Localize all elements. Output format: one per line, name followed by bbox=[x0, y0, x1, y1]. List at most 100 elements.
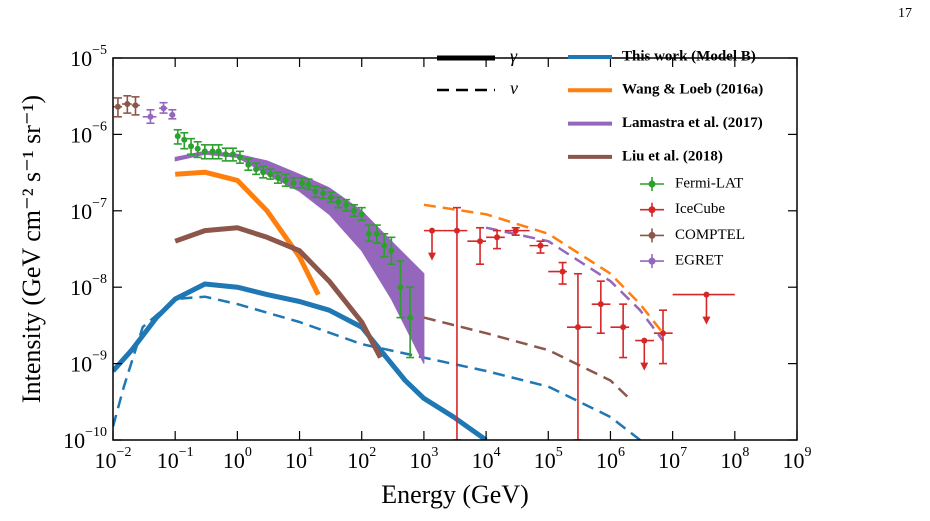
data-point bbox=[209, 148, 216, 155]
x-tick-exp: 1 bbox=[307, 445, 314, 460]
y-tick-exp: −8 bbox=[92, 272, 107, 287]
x-tick-label: 107 bbox=[658, 445, 687, 473]
data-point bbox=[188, 143, 195, 150]
y-tick-exp: −6 bbox=[92, 120, 107, 135]
data-point bbox=[381, 242, 388, 249]
data-point bbox=[114, 103, 121, 110]
data-point bbox=[194, 145, 201, 152]
gamma-line bbox=[113, 281, 488, 440]
gamma-line bbox=[175, 169, 321, 296]
x-tick-label: 100 bbox=[223, 445, 252, 473]
x-tick-base: 10 bbox=[534, 448, 556, 473]
legend: γν This work (Model B) Wang & Loeb (2016a)… bbox=[437, 46, 763, 269]
x-tick-label: 103 bbox=[409, 445, 438, 473]
data-point bbox=[160, 105, 167, 112]
x-tick-base: 10 bbox=[95, 448, 117, 473]
x-tick-base: 10 bbox=[223, 448, 245, 473]
data-point bbox=[373, 230, 380, 237]
x-tick-label: 106 bbox=[596, 445, 625, 473]
data-point bbox=[512, 227, 519, 234]
data-point bbox=[327, 194, 334, 201]
data-point bbox=[397, 284, 404, 291]
legend-label: Liu et al. (2018) bbox=[622, 148, 723, 164]
y-tick-base: 10 bbox=[70, 46, 92, 71]
style-legend-label: γ bbox=[510, 46, 518, 66]
data-point bbox=[174, 133, 181, 140]
x-tick-exp: 4 bbox=[494, 445, 501, 460]
data-point bbox=[407, 314, 414, 321]
x-tick-base: 10 bbox=[596, 448, 618, 473]
data-point bbox=[236, 154, 243, 161]
data-point bbox=[274, 174, 281, 181]
data-point bbox=[132, 102, 139, 109]
data-point bbox=[641, 337, 648, 344]
data-point bbox=[388, 247, 395, 254]
x-tick-exp: 7 bbox=[680, 445, 687, 460]
y-tick-base: 10 bbox=[70, 199, 92, 224]
data-point bbox=[660, 330, 667, 337]
x-axis-label: Energy (GeV) bbox=[381, 480, 529, 509]
legend-marker bbox=[648, 257, 656, 265]
data-point bbox=[453, 227, 460, 234]
data-point bbox=[305, 181, 312, 188]
data-point bbox=[350, 207, 357, 214]
upper-limit-head bbox=[640, 362, 649, 371]
axes: 10−2 10−1 100 101 102 103 104 105 106 107 108 10910… bbox=[63, 43, 811, 473]
data-point bbox=[477, 238, 484, 245]
data-point bbox=[201, 148, 208, 155]
data-point bbox=[147, 113, 154, 120]
x-tick-base: 10 bbox=[783, 448, 805, 473]
x-tick-base: 10 bbox=[658, 448, 680, 473]
data-point bbox=[703, 291, 710, 298]
nu-line bbox=[485, 226, 664, 342]
x-tick-base: 10 bbox=[472, 448, 494, 473]
upper-limit-head bbox=[702, 316, 711, 325]
x-tick-exp: 6 bbox=[618, 445, 625, 460]
x-tick-exp: 5 bbox=[556, 445, 563, 460]
x-tick-exp: 9 bbox=[805, 445, 812, 460]
nu-line bbox=[423, 316, 631, 400]
y-tick-base: 10 bbox=[70, 352, 92, 377]
data-point bbox=[253, 166, 260, 173]
legend-label: COMPTEL bbox=[675, 227, 745, 243]
x-tick-exp: 2 bbox=[369, 445, 376, 460]
x-tick-base: 10 bbox=[157, 448, 179, 473]
data-point bbox=[260, 169, 267, 176]
x-tick-label: 105 bbox=[534, 445, 563, 473]
y-tick-exp: −7 bbox=[92, 196, 107, 211]
legend-label: IceCube bbox=[675, 201, 725, 217]
data-point bbox=[181, 136, 188, 143]
data-point bbox=[494, 234, 501, 241]
x-tick-exp: 0 bbox=[245, 445, 252, 460]
y-tick-base: 10 bbox=[70, 275, 92, 300]
data-point bbox=[365, 230, 372, 237]
data-point bbox=[620, 324, 627, 331]
y-tick-label: 10−9 bbox=[70, 349, 107, 377]
y-tick-label: 10−6 bbox=[70, 120, 107, 148]
x-tick-label: 109 bbox=[783, 445, 812, 473]
data-point bbox=[559, 268, 566, 275]
plot-area bbox=[113, 95, 735, 440]
style-legend-label: ν bbox=[510, 78, 518, 98]
data-point bbox=[124, 100, 131, 107]
y-tick-exp: −10 bbox=[85, 425, 107, 440]
x-tick-exp: 8 bbox=[742, 445, 749, 460]
x-tick-base: 10 bbox=[347, 448, 369, 473]
y-tick-label: 10−8 bbox=[70, 272, 107, 300]
x-tick-base: 10 bbox=[409, 448, 431, 473]
data-point bbox=[312, 188, 319, 195]
y-tick-exp: −5 bbox=[92, 43, 107, 58]
nu-line bbox=[423, 203, 664, 334]
data-point bbox=[267, 171, 274, 178]
data-point bbox=[335, 199, 342, 206]
y-tick-label: 10−5 bbox=[70, 43, 107, 71]
x-tick-label: 10−2 bbox=[95, 445, 132, 473]
x-tick-label: 10−1 bbox=[157, 445, 194, 473]
x-tick-exp: −2 bbox=[117, 445, 132, 460]
legend-marker bbox=[648, 180, 656, 188]
x-tick-exp: −1 bbox=[179, 445, 194, 460]
page-number: 17 bbox=[898, 6, 912, 21]
data-point bbox=[245, 161, 252, 168]
legend-label: EGRET bbox=[675, 253, 723, 269]
